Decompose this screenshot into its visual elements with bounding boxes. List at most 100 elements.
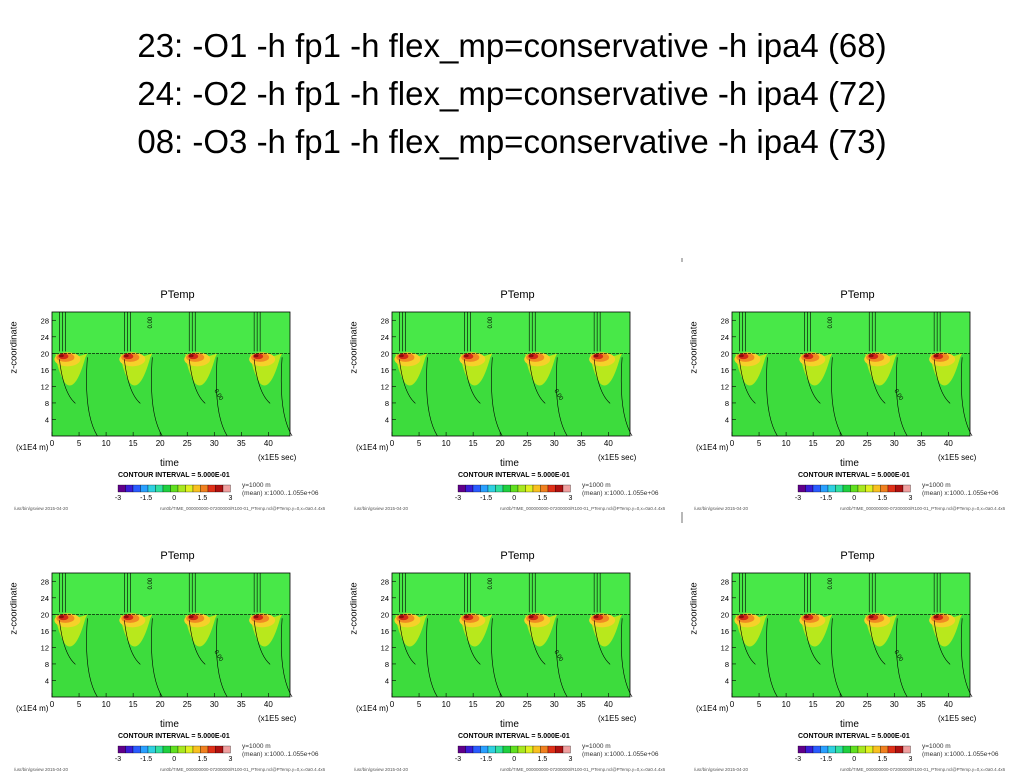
colorbar-swatch: [502, 745, 511, 754]
convective-cell-4: [249, 573, 293, 698]
colorbar-tick-label: 3: [229, 495, 233, 502]
plume-core: [868, 354, 874, 358]
x-tick-label: 5: [757, 700, 762, 709]
y-tick-label: 16: [381, 627, 389, 636]
y-tick-label: 12: [41, 643, 49, 652]
time-unit-label: (x1E5 sec): [258, 714, 297, 723]
colorbar-swatch: [140, 745, 149, 754]
colorbar-swatch: [857, 484, 866, 493]
colorbar-swatch: [200, 745, 209, 754]
y-tick-label: 8: [725, 399, 729, 408]
colorbar-swatch: [827, 484, 836, 493]
y-note: y=1000 m (mean) x:1000..1.055e+06: [922, 743, 998, 759]
y-tick-label: 20: [381, 349, 389, 358]
x-tick-label: 25: [183, 700, 192, 709]
x-tick-label: 20: [156, 439, 165, 448]
colorbar-tick-label: -1.5: [140, 495, 152, 502]
colorbar-swatch: [865, 484, 874, 493]
chart-panel-2: 0.00 0.00 0 5 10 15 20 25 30 35 40 4 8 12 16 20 24 28 -3 -1…: [349, 262, 685, 512]
contour-line: [593, 359, 611, 404]
colorbar-swatch: [510, 484, 519, 493]
contour-line: [253, 620, 271, 665]
colorbar-swatch: [532, 484, 541, 493]
colorbar-swatch: [170, 745, 179, 754]
colorbar-tick-label: -1.5: [140, 756, 152, 763]
colorbar-tick-label: 0: [512, 756, 516, 763]
colorbar-tick-label: -3: [115, 495, 121, 502]
y-tick-label: 12: [721, 382, 729, 391]
mean-note: (mean) x:1000..1.055e+06: [922, 490, 999, 497]
y-value-note: y=1000 m: [242, 482, 271, 489]
title-line-1: 23: -O1 -h fp1 -h flex_mp=conservative -…: [137, 27, 887, 64]
contour-line: [831, 357, 843, 437]
x-tick-label: 20: [496, 439, 505, 448]
chart-panel-5: 0.00 0.00 0 5 10 15 20 25 30 35 40 4 8 12 16 20 24 28 -3 -1…: [349, 523, 685, 773]
contour-line: [59, 359, 76, 404]
colorbar-swatch: [162, 484, 171, 493]
vertical-separator: [681, 258, 683, 768]
colorbar-swatch: [880, 484, 889, 493]
colorbar-swatch: [887, 484, 896, 493]
x-axis-label: time: [500, 458, 519, 469]
upper-region: [732, 573, 970, 615]
colorbar-tick-label: -1.5: [820, 495, 832, 502]
colorbar-swatch: [835, 484, 844, 493]
plume-core: [188, 615, 194, 619]
contour-line: [804, 359, 821, 404]
colorbar-swatch: [502, 484, 511, 493]
x-tick-label: 0: [730, 439, 735, 448]
colorbar-tick-label: 1.5: [198, 756, 208, 763]
colorbar-tick-label: -1.5: [820, 756, 832, 763]
colorbar-swatch: [185, 484, 194, 493]
colorbar-swatch: [170, 484, 179, 493]
colorbar-swatch: [540, 745, 549, 754]
y-value-note: y=1000 m: [582, 743, 611, 750]
y-tick-label: 16: [41, 627, 49, 636]
colorbar-swatch: [850, 745, 859, 754]
y-tick-label: 20: [41, 349, 49, 358]
y-axis-label: z-coordinate: [8, 582, 20, 635]
x-tick-label: 0: [390, 700, 395, 709]
contour-value-label: 0.00: [148, 577, 154, 589]
x-unit-label: (x1E4 m): [696, 443, 729, 452]
slide-titles: 23: -O1 -h fp1 -h flex_mp=conservative -…: [0, 22, 1024, 166]
contour-line: [151, 618, 163, 698]
colorbar-tick-label: 3: [569, 495, 573, 502]
y-tick-label: 8: [385, 399, 389, 408]
colorbar-swatch: [117, 484, 126, 493]
colorbar-tick-label: 0: [852, 495, 856, 502]
y-value-note: y=1000 m: [242, 743, 271, 750]
y-note: y=1000 m (mean) x:1000..1.055e+06: [242, 482, 318, 498]
y-tick-label: 4: [385, 676, 389, 685]
x-tick-label: 5: [417, 700, 422, 709]
upper-region: [52, 312, 290, 354]
x-tick-label: 30: [550, 700, 559, 709]
x-tick-label: 15: [809, 700, 818, 709]
colorbar-swatch: [125, 484, 134, 493]
plume-core: [593, 354, 599, 358]
y-tick-label: 28: [381, 316, 389, 325]
contour-line: [86, 618, 98, 698]
contour-value-label: 0.00: [893, 389, 904, 403]
contour-line: [868, 620, 886, 665]
contour-line: [426, 357, 438, 437]
y-tick-label: 16: [381, 366, 389, 375]
plume-core: [933, 354, 939, 358]
contour-line: [739, 359, 756, 404]
colorbar-swatch: [820, 484, 829, 493]
colorbar-swatch: [525, 745, 534, 754]
y-tick-label: 28: [41, 577, 49, 586]
x-tick-label: 10: [102, 700, 111, 709]
colorbar-swatch: [842, 745, 851, 754]
colorbar-swatch: [177, 745, 186, 754]
contour-interval-label: CONTOUR INTERVAL = 5.000E-01: [798, 733, 910, 740]
x-tick-label: 25: [183, 439, 192, 448]
contour-line: [933, 359, 951, 404]
contour-value-label: 0.00: [488, 316, 494, 328]
plume-core: [593, 615, 599, 619]
contour-line: [216, 357, 228, 437]
y-tick-label: 20: [381, 610, 389, 619]
colorbar-swatch: [132, 745, 141, 754]
plume-core: [59, 615, 64, 619]
x-axis-label: time: [500, 719, 519, 730]
